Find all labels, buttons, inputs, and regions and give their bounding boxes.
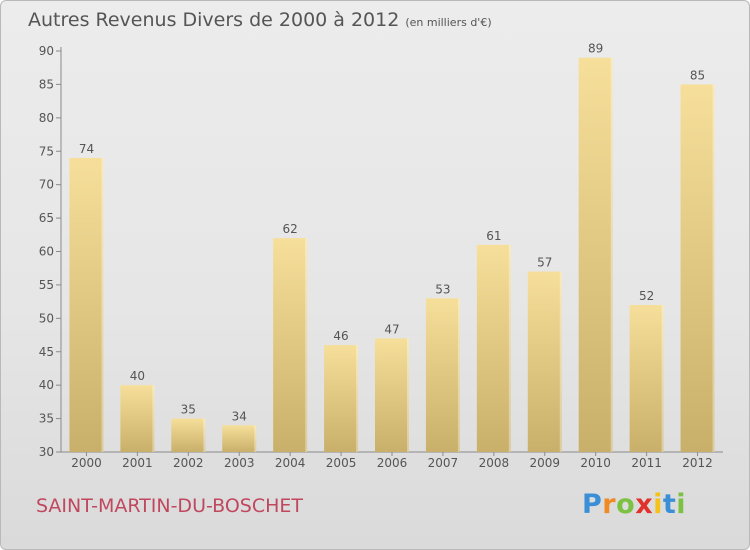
bar-2006 [375,338,409,452]
y-tick-label: 80 [39,111,54,125]
y-tick-label: 60 [39,245,54,259]
bar-2012 [680,84,715,453]
y-tick-label: 90 [39,44,54,58]
bar-highlight [457,298,460,452]
bar-labels: 74 40 35 34 62 46 47 53 61 57 89 52 85 [79,42,705,424]
data-label-2012: 85 [690,68,705,82]
x-tick-label-2001: 2001 [122,456,153,470]
x-tick-label-2012: 2012 [682,456,713,470]
chart-title: Autres Revenus Divers de 2000 à 2012 (en … [28,9,492,31]
y-tick-label: 75 [39,144,54,158]
bar-highlight [508,244,511,452]
data-label-2009: 57 [537,256,552,270]
data-label-2000: 74 [79,142,94,156]
data-label-2010: 89 [588,42,603,56]
y-tick-label: 45 [39,345,54,359]
bar-highlight [305,238,308,452]
y-tick-label: 85 [39,77,54,91]
bar-highlight [407,338,409,452]
data-label-2007: 53 [435,282,450,296]
x-tick-label-2004: 2004 [275,456,306,470]
logo-letter: i [676,489,687,520]
bar-2001 [120,385,155,452]
bar-2011 [629,304,664,452]
data-label-2001: 40 [130,369,145,383]
bar-highlight [101,157,104,452]
x-tick-label-2002: 2002 [173,456,204,470]
data-label-2006: 47 [384,322,399,336]
data-label-2004: 62 [283,222,298,236]
bar-highlight [712,84,715,453]
bar-2002 [171,418,206,452]
city-name: SAINT-MARTIN-DU-BOSCHET [36,495,304,517]
bar-2009 [527,271,562,452]
x-tick-label-2009: 2009 [529,456,560,470]
bar-2000 [69,157,104,452]
bar-2007 [425,298,460,452]
y-tick-label: 40 [39,378,54,392]
logo-letter: i [653,489,663,520]
y-tick-label: 65 [39,211,54,225]
logo-letter: x [635,489,654,520]
x-tick-label-2010: 2010 [580,456,611,470]
bar-highlight [152,385,155,452]
y-tick-label: 55 [39,278,54,292]
x-tick-label-2003: 2003 [224,456,255,470]
y-tick-label: 50 [39,311,54,325]
logo-letter: o [616,489,636,520]
chart-title-text: Autres Revenus Divers de 2000 à 2012 [28,9,400,31]
data-label-2008: 61 [486,229,501,243]
bars [69,57,715,453]
x-tick-label-2008: 2008 [479,456,510,470]
y-tick-label: 35 [39,412,54,426]
logo-letter: t [662,489,677,520]
x-tick-label-2007: 2007 [428,456,459,470]
bar-highlight [610,57,613,452]
data-label-2002: 35 [181,403,196,417]
x-tick-label-2000: 2000 [71,456,102,470]
bar-2008 [476,244,511,452]
x-tick-label-2005: 2005 [326,456,357,470]
bar-highlight [559,271,562,452]
data-label-2005: 46 [333,329,348,343]
bar-highlight [356,345,359,452]
bar-highlight [254,425,257,452]
x-tick-label-2006: 2006 [377,456,408,470]
bar-2005 [324,345,359,452]
bar-highlight [203,418,206,452]
proxiti-logo: Proxiti [582,489,686,520]
x-tick-label-2011: 2011 [631,456,662,470]
logo-letter: P [582,489,603,520]
bar-highlight [661,304,664,452]
logo-letter: r [602,489,617,520]
y-tick-label: 70 [39,178,54,192]
bar-2004 [273,238,308,452]
data-label-2003: 34 [232,409,247,423]
y-tick-label: 30 [39,445,54,459]
data-label-2011: 52 [639,289,654,303]
bar-2010 [578,57,613,452]
bar-2003 [222,425,257,452]
chart-unit: (en milliers d'€) [405,16,492,29]
